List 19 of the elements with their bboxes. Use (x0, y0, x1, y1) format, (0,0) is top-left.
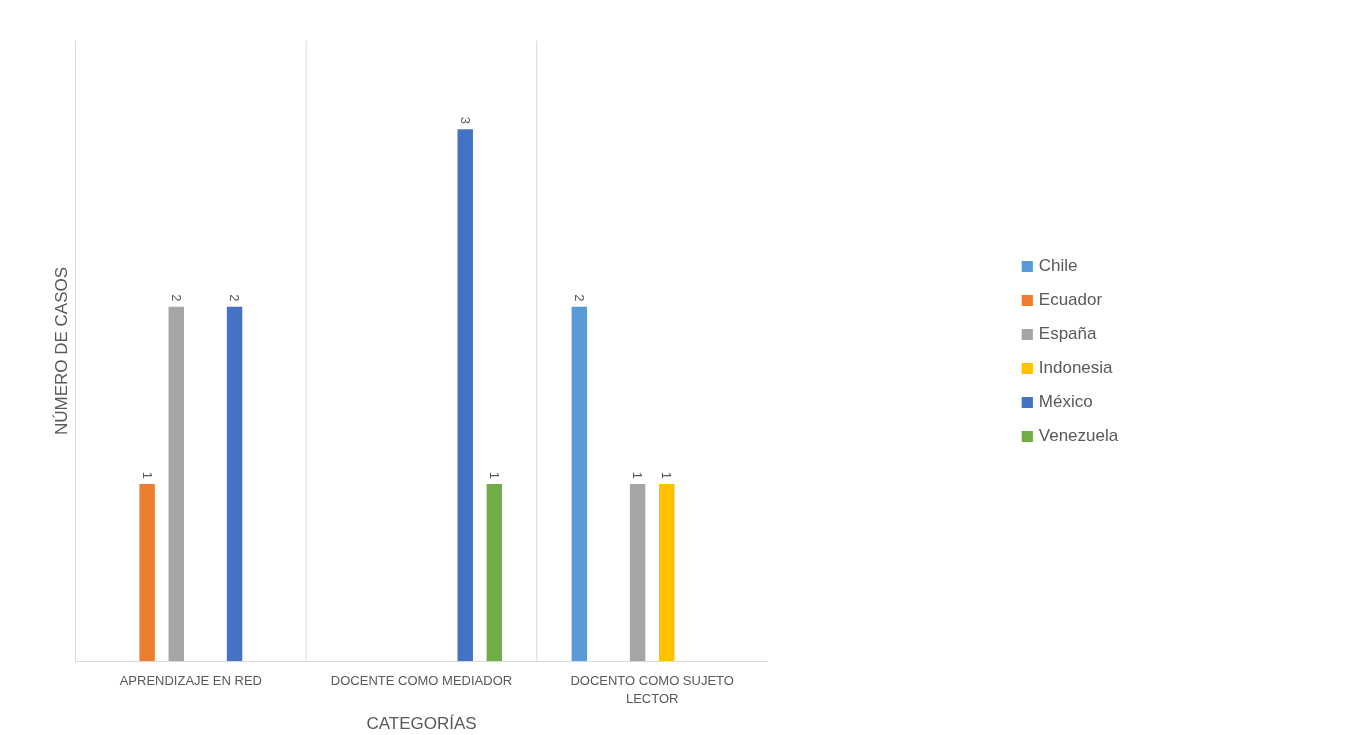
data-label: 3 (457, 116, 473, 125)
data-label: 2 (227, 294, 243, 302)
x-tick-label: APRENDIZAJE EN RED (119, 672, 262, 688)
data-label: 1 (659, 471, 675, 479)
y-axis-title: NÚMERO DE CASOS (51, 266, 71, 436)
x-tick-label: DOCENTO COMO SUJETO LECTOR (570, 672, 734, 706)
x-axis-title: CATEGORÍAS (366, 713, 477, 733)
legend-label: Indonesia (1038, 357, 1113, 378)
data-label: 1 (630, 471, 646, 479)
legend-label: España (1038, 323, 1097, 344)
legend-label: Venezuela (1038, 425, 1119, 446)
data-label: 2 (168, 294, 184, 302)
x-tick-label: DOCENTE COMO MEDIADOR (330, 672, 513, 688)
legend-label: Chile (1038, 255, 1078, 276)
data-label: 1 (486, 471, 502, 479)
legend-label: México (1038, 391, 1093, 412)
data-label: 2 (571, 294, 587, 302)
data-label: 1 (139, 471, 155, 479)
legend-label: Ecuador (1038, 289, 1103, 310)
